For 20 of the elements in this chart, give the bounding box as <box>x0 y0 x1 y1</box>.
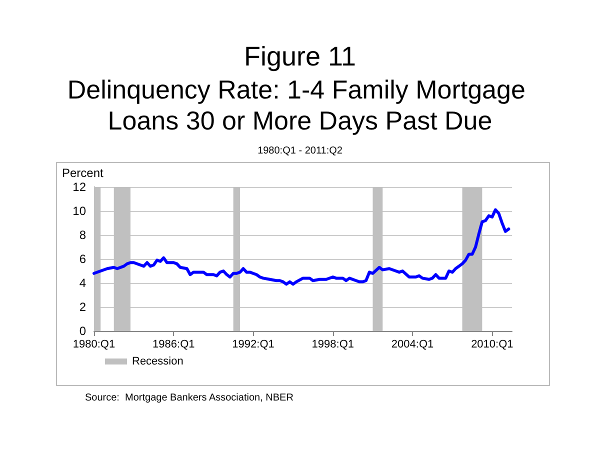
chart-title: Figure 11 <box>244 42 356 72</box>
x-tick-label: 1986:Q1 <box>152 338 195 350</box>
y-tick-label: 8 <box>79 228 86 242</box>
text: 1980:Q1 - 2011:Q2 <box>258 146 343 156</box>
y-tick-label: 10 <box>72 204 86 218</box>
line-series <box>92 208 510 286</box>
chart-subtitle: Delinquency Rate: 1-4 Family Mortgage Loans 30 or More Days Past Due <box>67 74 533 136</box>
y-tick-label: 4 <box>79 276 86 290</box>
x-tick-label: 1980:Q1 <box>72 338 116 350</box>
y-tick-label: 0 <box>79 324 86 338</box>
y-tick-label: 2 <box>79 300 86 314</box>
x-tick-label: 1992:Q1 <box>232 338 274 350</box>
source-note: Source: Mortgage Bankers Association, NBER <box>85 392 294 404</box>
y-tick-label: 6 <box>79 252 86 266</box>
y-axis-title: Percent <box>62 166 104 180</box>
legend-label: Recession <box>132 356 184 368</box>
y-tick-label: 12 <box>72 180 86 194</box>
x-tick-label: 2010:Q1 <box>471 338 514 350</box>
x-tick-label: 2004:Q1 <box>391 338 434 350</box>
x-tick-label: 1998:Q1 <box>312 338 354 350</box>
